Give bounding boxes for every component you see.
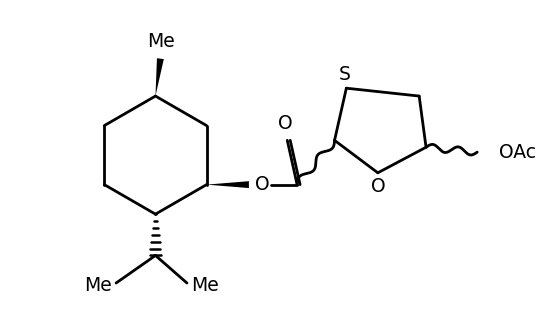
Text: Me: Me [147, 32, 175, 51]
Text: O: O [278, 114, 293, 133]
Text: Me: Me [191, 276, 218, 296]
Text: O: O [371, 177, 385, 196]
Polygon shape [156, 58, 164, 96]
Text: O: O [255, 175, 270, 194]
Text: S: S [338, 65, 350, 84]
Text: Me: Me [85, 276, 112, 296]
Polygon shape [207, 181, 249, 188]
Text: OAc: OAc [499, 143, 536, 162]
